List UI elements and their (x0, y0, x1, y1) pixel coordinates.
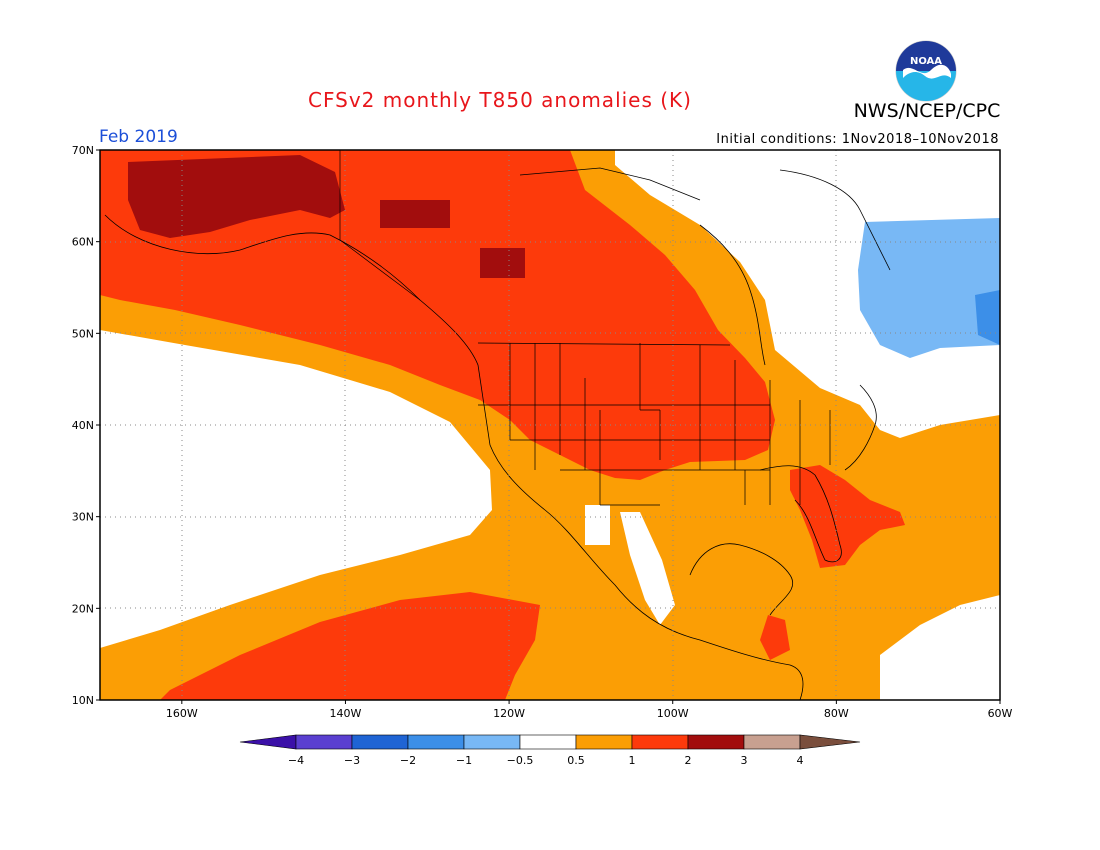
chart-title: CFSv2 monthly T850 anomalies (K) (308, 88, 692, 112)
colorbar-label: 3 (741, 754, 748, 767)
lat-tick-label: 50N (72, 327, 94, 340)
anomaly-fill-layer (100, 150, 1000, 700)
lon-tick-label: 160W (166, 707, 198, 720)
colorbar-arrow-low (239, 734, 297, 750)
svg-text:NOAA: NOAA (910, 56, 942, 67)
colorbar-box (351, 734, 409, 750)
lat-tick-label: 70N (72, 144, 94, 157)
valid-month-label: Feb 2019 (99, 127, 178, 147)
lon-tick-label: 100W (657, 707, 689, 720)
colorbar-label: 1 (629, 754, 636, 767)
lat-tick-label: 40N (72, 419, 94, 432)
lon-tick-label: 140W (330, 707, 362, 720)
coastlines (104, 167, 891, 700)
colorbar-label: 0.5 (567, 754, 585, 767)
colorbar-arrow-high (799, 734, 861, 750)
lat-tick-label: 20N (72, 602, 94, 615)
anomaly-region-red-central-america (760, 615, 790, 660)
lat-tick-label: 10N (72, 694, 94, 707)
colorbar-box (295, 734, 353, 750)
lon-tick-label: 120W (493, 707, 525, 720)
colorbar-label: 4 (797, 754, 804, 767)
colorbar-box (687, 734, 745, 750)
longitude-axis: 160W 140W 120W 100W 80W 60W (166, 700, 1013, 720)
anomaly-region-white-ne-pacific (100, 330, 492, 648)
colorbar-box (407, 734, 465, 750)
anomaly-region-red-pacific (160, 592, 540, 700)
lon-tick-label: 60W (988, 707, 1013, 720)
colorbar-box (575, 734, 633, 750)
lat-tick-label: 60N (72, 236, 94, 249)
anomaly-region-white-mexico (620, 512, 675, 625)
colorbar-box (743, 734, 801, 750)
colorbar-label: −0.5 (507, 754, 534, 767)
anomaly-region-blue-labrador (975, 290, 1000, 345)
anomaly-region-white-caribbean (880, 595, 1000, 700)
colorbar: −4 −3 −2 −1 −0.5 0.5 1 2 3 4 (239, 734, 861, 767)
lon-tick-label: 80W (824, 707, 849, 720)
colorbar-label: 2 (685, 754, 692, 767)
colorbar-box (463, 734, 521, 750)
colorbar-box (631, 734, 689, 750)
colorbar-box (519, 734, 577, 750)
agency-label: NWS/NCEP/CPC (853, 100, 1001, 122)
initial-conditions-label: Initial conditions: 1Nov2018–10Nov2018 (716, 132, 999, 147)
noaa-logo: NOAA (895, 40, 957, 102)
gridlines (100, 150, 1000, 700)
colorbar-label: −3 (344, 754, 360, 767)
colorbar-label: −1 (456, 754, 472, 767)
colorbar-label: −4 (288, 754, 304, 767)
anomaly-region-lightblue-labrador (858, 218, 1000, 358)
lat-tick-label: 30N (72, 511, 94, 524)
latitude-axis: 70N 60N 50N 40N 30N 20N 10N (72, 144, 100, 707)
colorbar-label: −2 (400, 754, 416, 767)
anomaly-region-red-florida (790, 465, 905, 568)
